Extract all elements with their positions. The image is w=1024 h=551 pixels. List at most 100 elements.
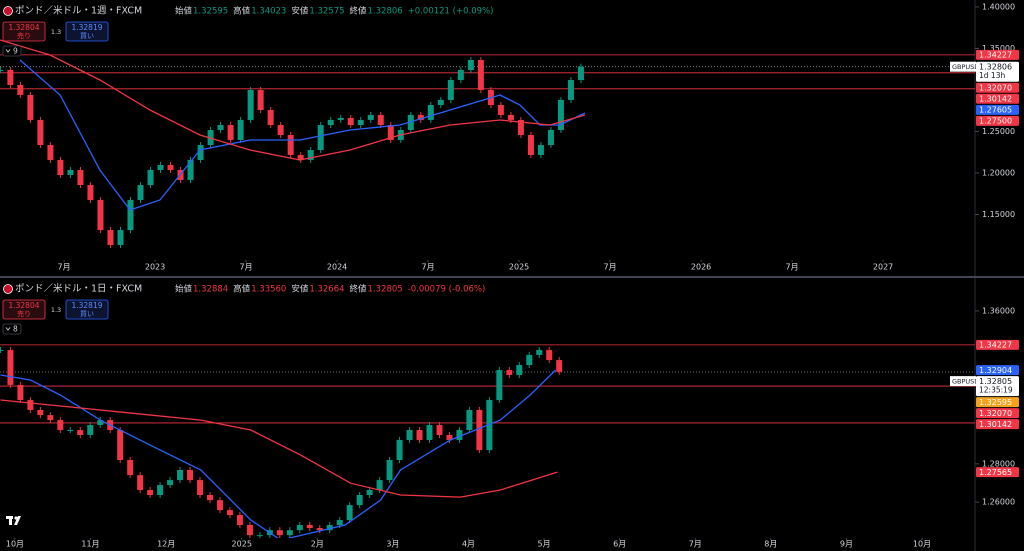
ohlc-value: 1.32664 [309,285,344,295]
y-tick-label: 1.36000 [982,306,1015,315]
candle-body [0,69,4,71]
x-tick-label: 2023 [145,263,165,272]
candle-body [477,60,484,90]
x-tick-label: 2027 [873,263,893,272]
x-tick-label: 7月 [786,263,799,272]
price-tag-label: 1.30142 [979,420,1012,429]
sell-label: 売り [17,31,31,40]
candle-body [457,69,464,81]
candle-body [226,510,233,516]
buy-button[interactable] [65,299,109,320]
candle-body [107,230,114,245]
current-price-label: 1.32806 [979,62,1012,71]
candle-body [356,495,363,506]
candle-body [437,99,444,106]
candle-body [567,80,574,100]
x-tick-label: 10月 [6,540,24,549]
symbol-tag [950,61,976,72]
candle-body [206,495,213,501]
candle-body [237,119,244,140]
candle-body [57,159,64,175]
y-tick-label: 1.20000 [982,169,1015,178]
current-price-label: 1.32805 [979,377,1012,386]
price-tag [976,397,1019,408]
candle-body [537,145,544,155]
candle-body [446,434,453,440]
candle-body [426,425,433,440]
candle-body [367,114,374,120]
candle-body [157,165,164,171]
price-tag-label: 1.34227 [979,341,1012,350]
sell-button[interactable] [2,21,46,42]
candle-body [317,125,324,151]
candle-body [57,420,64,431]
moving-average [0,369,557,538]
candle-body [167,480,174,486]
price-tag-label: 1.32904 [979,366,1012,375]
candle-body [87,185,94,200]
candle-body [0,349,4,351]
candle-body [396,439,403,461]
x-tick-label: 2026 [691,263,711,272]
candle-body [17,85,24,95]
candle-body [7,69,14,86]
indicator-toggle[interactable] [2,45,22,57]
candle-body [496,370,503,401]
chevron [5,49,11,53]
candle-body [197,145,204,160]
candle-body [137,185,144,200]
current-price-tag [976,376,1019,397]
candle-body [527,134,534,155]
ohlc-label: 高値 [233,6,251,17]
price-tag-label: 1.27565 [979,468,1012,477]
current-price-tag [976,61,1019,82]
y-tick-label: 1.35000 [982,44,1015,53]
candle-body [77,430,84,435]
price-tag [976,104,1019,115]
candle-body [257,89,264,110]
ohlc-label: 終値 [350,284,368,295]
x-tick-label: 8月 [764,540,777,549]
candle-body [127,460,134,476]
moving-average [0,399,558,498]
candle-body [497,105,504,115]
candle-body [466,409,473,431]
candle-body [7,349,14,385]
symbol-icon [3,6,13,16]
candle-body [416,430,423,440]
candle-body [97,199,104,231]
indicator-toggle[interactable] [2,323,22,335]
candle-body [217,125,224,130]
ohlc-label: 始値 [175,6,193,17]
chart-title: ポンド／米ドル・1週・FXCM [15,5,142,17]
price-tag-label: 1.32595 [979,398,1012,407]
price-tag-label: 1.32070 [979,409,1012,418]
candle-body [227,125,234,140]
ohlc-label: 安値 [291,6,309,17]
buy-button[interactable] [65,21,109,42]
candle-body [47,145,54,160]
price-tag [976,408,1019,419]
candle-body [256,535,263,537]
candle-body [456,430,463,440]
candle-body [187,469,194,481]
sell-button[interactable] [2,299,46,320]
sell-label: 売り [17,309,31,318]
symbol-icon [3,284,13,294]
candle-body [447,80,454,100]
candle-body [287,134,294,155]
buy-price: 1.32819 [71,301,102,310]
x-tick-label: 2024 [327,263,347,272]
symbol-tag [950,376,976,387]
candle-body [506,370,513,375]
x-tick-label: 2025 [232,540,252,549]
price-tag [976,82,1019,93]
x-tick-label: 10月 [913,540,931,549]
candle-body [476,409,483,451]
plot-area [0,344,975,538]
candle-body [316,528,323,531]
candle-body [246,525,253,536]
price-tag [976,365,1019,376]
sell-price: 1.32804 [8,301,39,310]
price-tag [976,49,1019,60]
